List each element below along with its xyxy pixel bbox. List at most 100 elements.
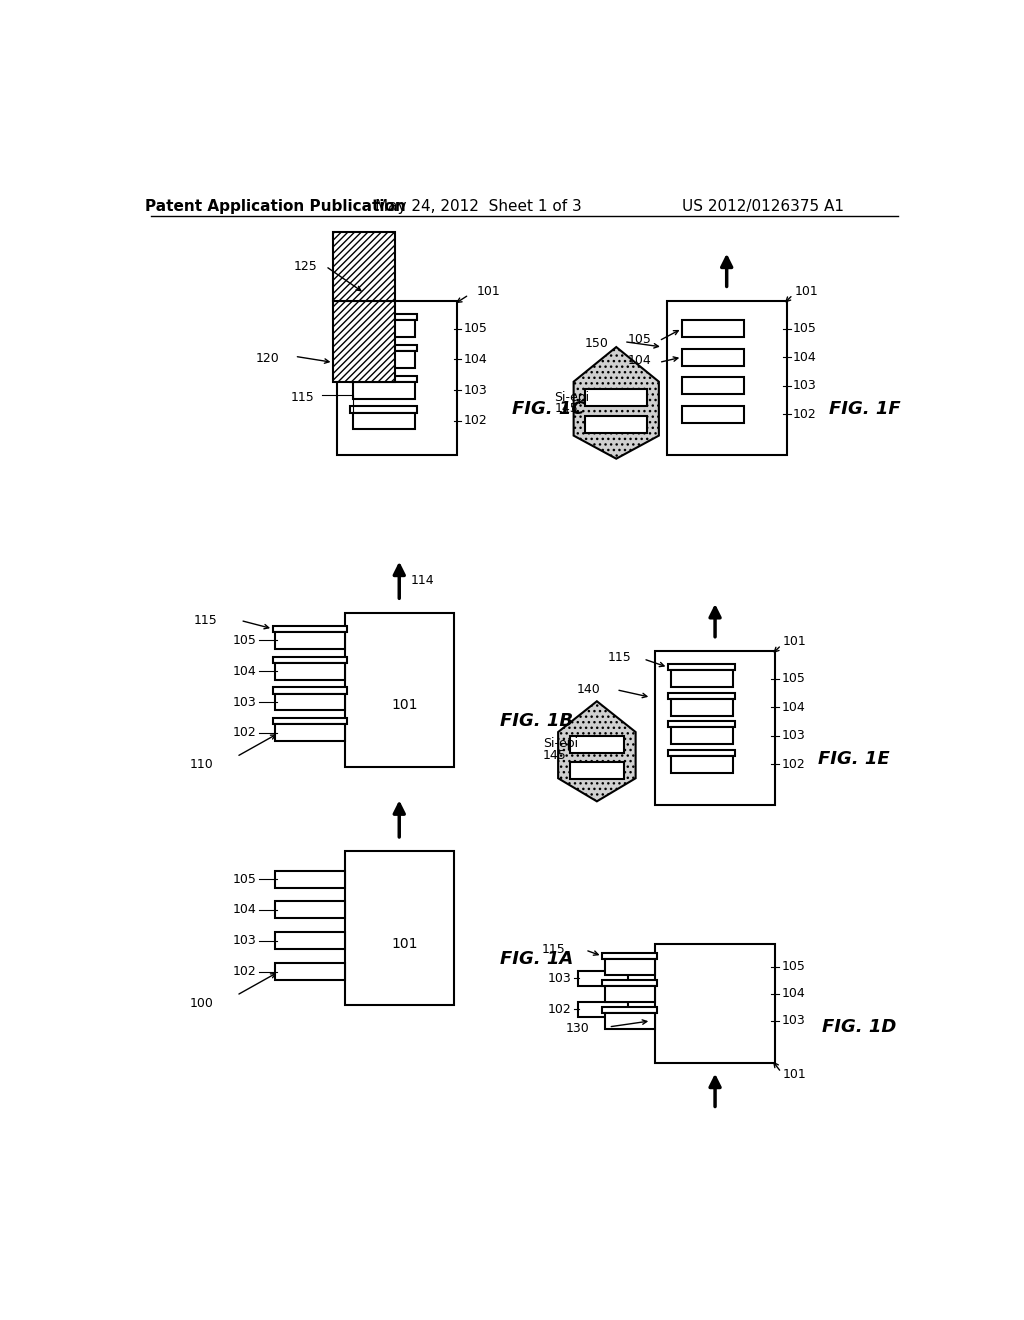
- Bar: [569, 737, 624, 752]
- Text: 104: 104: [232, 665, 257, 677]
- Text: 105: 105: [628, 333, 651, 346]
- Text: 104: 104: [781, 701, 805, 714]
- Bar: [682, 405, 744, 422]
- Bar: [604, 1014, 655, 1028]
- Bar: [345, 851, 454, 1006]
- Bar: [352, 412, 415, 429]
- Bar: [275, 725, 345, 742]
- Text: 130: 130: [565, 1022, 589, 1035]
- Bar: [334, 231, 395, 301]
- Bar: [669, 693, 735, 700]
- Bar: [352, 381, 415, 399]
- Text: 104: 104: [464, 352, 487, 366]
- Text: 101: 101: [783, 635, 807, 648]
- Text: 104: 104: [781, 987, 805, 1001]
- Text: 102: 102: [232, 965, 257, 978]
- Bar: [345, 612, 454, 767]
- Text: Si-epi: Si-epi: [554, 391, 590, 404]
- Text: 103: 103: [548, 972, 571, 985]
- Bar: [273, 626, 347, 632]
- Text: FIG. 1C: FIG. 1C: [512, 400, 585, 417]
- Bar: [667, 301, 786, 455]
- Text: 103: 103: [232, 696, 257, 709]
- Polygon shape: [573, 347, 658, 459]
- Text: 105: 105: [781, 961, 805, 973]
- Bar: [350, 376, 417, 381]
- Text: Patent Application Publication: Patent Application Publication: [144, 198, 406, 214]
- Text: 115: 115: [542, 944, 566, 957]
- Text: 140: 140: [577, 684, 601, 696]
- Bar: [275, 871, 345, 887]
- Text: 120: 120: [255, 352, 280, 366]
- Bar: [671, 727, 732, 744]
- Text: 125: 125: [294, 260, 317, 273]
- Text: 104: 104: [793, 351, 817, 363]
- Text: 105: 105: [464, 322, 487, 335]
- Text: May 24, 2012  Sheet 1 of 3: May 24, 2012 Sheet 1 of 3: [375, 198, 582, 214]
- Bar: [350, 345, 417, 351]
- Text: 103: 103: [781, 730, 805, 742]
- Text: 102: 102: [781, 758, 805, 771]
- Text: 102: 102: [793, 408, 817, 421]
- Bar: [352, 321, 415, 337]
- Bar: [669, 721, 735, 727]
- Text: 110: 110: [189, 758, 213, 771]
- Bar: [604, 986, 655, 1002]
- Text: 103: 103: [781, 1014, 805, 1027]
- Text: 102: 102: [548, 1003, 571, 1016]
- Text: 101: 101: [391, 937, 418, 950]
- Bar: [682, 348, 744, 366]
- Text: FIG. 1B: FIG. 1B: [500, 711, 573, 730]
- Text: 103: 103: [793, 379, 817, 392]
- Text: 105: 105: [793, 322, 817, 335]
- Text: FIG. 1E: FIG. 1E: [818, 750, 890, 768]
- Text: 114: 114: [411, 574, 434, 587]
- Bar: [275, 902, 345, 919]
- Text: 104: 104: [232, 903, 257, 916]
- Text: 115: 115: [194, 614, 217, 627]
- Text: 105: 105: [232, 873, 257, 886]
- Text: 115: 115: [290, 391, 314, 404]
- Text: 101: 101: [795, 285, 818, 298]
- Bar: [337, 301, 458, 455]
- Text: 101: 101: [391, 698, 418, 711]
- Text: FIG. 1A: FIG. 1A: [500, 950, 573, 968]
- Text: 115: 115: [608, 651, 632, 664]
- Bar: [275, 932, 345, 949]
- Text: 145: 145: [554, 403, 578, 416]
- Text: 102: 102: [464, 414, 487, 428]
- Bar: [671, 671, 732, 688]
- Text: FIG. 1F: FIG. 1F: [829, 400, 901, 417]
- Bar: [586, 389, 647, 407]
- Bar: [586, 416, 647, 433]
- Bar: [604, 960, 655, 974]
- Bar: [578, 970, 628, 986]
- Bar: [669, 750, 735, 756]
- Bar: [275, 632, 345, 649]
- Bar: [334, 301, 395, 381]
- Bar: [602, 1007, 657, 1014]
- Bar: [682, 378, 744, 393]
- Bar: [275, 663, 345, 680]
- Bar: [275, 693, 345, 710]
- Bar: [655, 651, 775, 805]
- Text: 103: 103: [232, 935, 257, 948]
- Bar: [602, 979, 657, 986]
- Text: FIG. 1D: FIG. 1D: [821, 1018, 896, 1036]
- Polygon shape: [558, 701, 636, 801]
- Text: 104: 104: [628, 354, 651, 367]
- Text: 100: 100: [189, 997, 213, 1010]
- Text: 105: 105: [232, 634, 257, 647]
- Bar: [655, 944, 775, 1063]
- Bar: [578, 1002, 628, 1016]
- Text: US 2012/0126375 A1: US 2012/0126375 A1: [683, 198, 845, 214]
- Text: 101: 101: [477, 285, 501, 298]
- Text: 102: 102: [232, 726, 257, 739]
- Text: 103: 103: [464, 384, 487, 397]
- Text: 105: 105: [781, 672, 805, 685]
- Bar: [682, 321, 744, 337]
- Text: 150: 150: [585, 337, 608, 350]
- Text: 101: 101: [783, 1068, 807, 1081]
- Bar: [350, 407, 417, 412]
- Bar: [273, 688, 347, 693]
